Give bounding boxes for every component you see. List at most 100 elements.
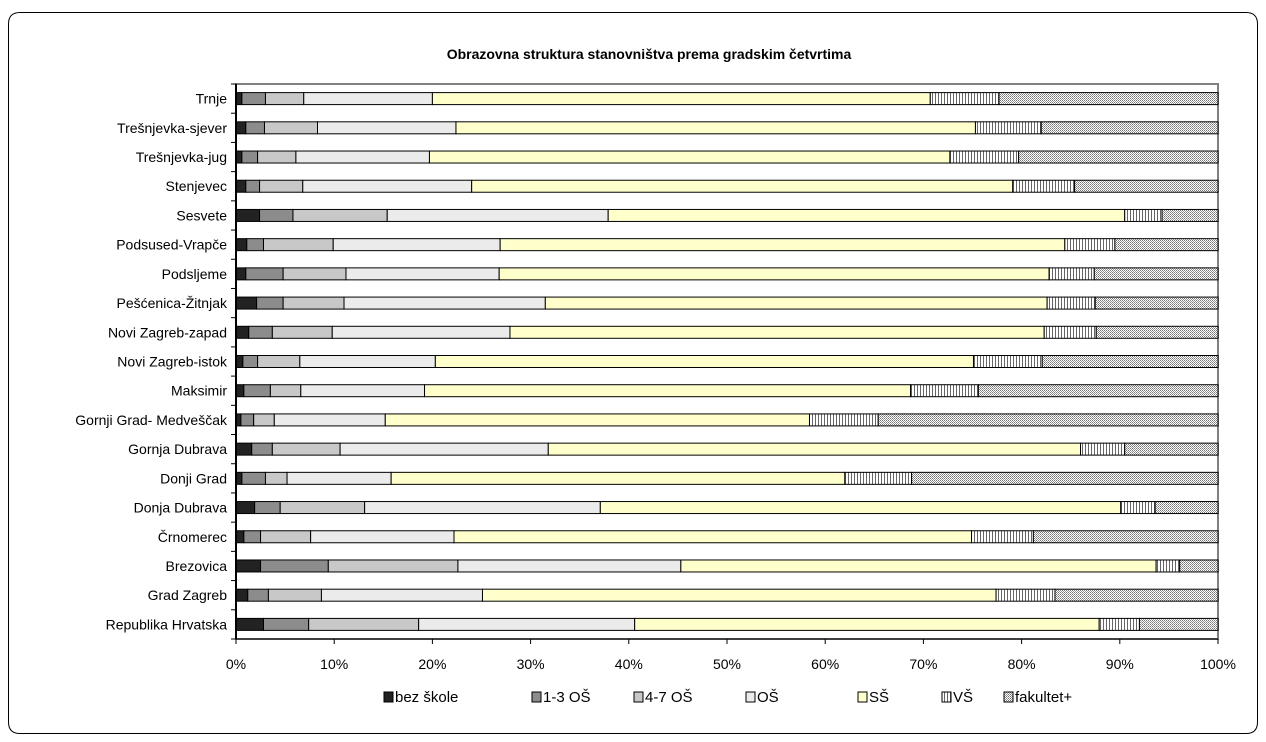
- bar-o: [317, 121, 457, 135]
- bar-fakultet: [977, 384, 1219, 398]
- bar-1-3-o: [246, 238, 264, 252]
- bar-v: [929, 92, 1000, 106]
- legend-label-fakultet: fakultet+: [1015, 689, 1072, 706]
- category-label: Brezovica: [166, 558, 228, 574]
- legend-swatch-o: [745, 691, 756, 703]
- bar-v: [1080, 442, 1126, 456]
- bar-4-7-o: [264, 471, 288, 485]
- legend-label-4-7-o: 4-7 OŠ: [645, 689, 693, 706]
- bar-1-3-o: [260, 559, 329, 573]
- bar-v: [1046, 296, 1096, 310]
- bar-o: [310, 530, 455, 544]
- bar-o: [300, 384, 426, 398]
- bar-v: [808, 413, 879, 427]
- x-tick-label: 90%: [1106, 656, 1134, 672]
- category-label: Črnomerec: [158, 529, 227, 545]
- category-label: Podsused-Vrapče: [116, 237, 227, 253]
- bar-4-7-o: [260, 530, 312, 544]
- bar-fakultet: [1095, 325, 1219, 339]
- bar-fakultet: [1161, 208, 1219, 222]
- bar-fakultet: [1032, 530, 1219, 544]
- bar-fakultet: [1040, 121, 1219, 135]
- bar-v: [1043, 325, 1097, 339]
- bar-o: [418, 617, 636, 631]
- bar-o: [286, 471, 392, 485]
- category-label: Maksimir: [171, 383, 227, 399]
- bar-1-3-o: [240, 413, 255, 427]
- x-tick-label: 60%: [811, 656, 839, 672]
- bar-4-7-o: [292, 208, 388, 222]
- bar-s: [634, 617, 1100, 631]
- category-label: Republika Hrvatska: [106, 616, 228, 632]
- category-label: Sesvete: [176, 207, 227, 223]
- bar-v: [972, 355, 1043, 368]
- bar-1-3-o: [241, 92, 266, 106]
- legend-swatch-s: [857, 691, 868, 703]
- bar-1-3-o: [259, 208, 294, 222]
- bar-4-7-o: [262, 238, 334, 252]
- legend-swatch-4-7-o: [633, 691, 644, 703]
- bar-o: [339, 442, 549, 456]
- legend-swatch-bez-kole: [383, 691, 394, 703]
- bar-bez-kole: [235, 325, 250, 339]
- bar-fakultet: [1041, 355, 1219, 368]
- bar-1-3-o: [256, 296, 284, 310]
- bar-1-3-o: [243, 530, 262, 544]
- legend-swatch-fakultet: [1003, 691, 1014, 703]
- bar-s: [599, 501, 1122, 515]
- bar-fakultet: [911, 471, 1219, 485]
- bar-fakultet: [1138, 617, 1219, 631]
- bar-fakultet: [1094, 296, 1219, 310]
- bar-bez-kole: [235, 442, 253, 456]
- bar-o: [386, 208, 609, 222]
- legend-label-1-3-o: 1-3 OŠ: [543, 689, 591, 706]
- legend-swatch-v: [941, 691, 952, 703]
- frame-border: [8, 12, 1258, 734]
- x-tick-label: 20%: [418, 656, 446, 672]
- bar-1-3-o: [241, 471, 266, 485]
- bar-s: [544, 296, 1048, 310]
- bar-4-7-o: [264, 92, 305, 106]
- bar-o: [345, 267, 500, 281]
- legend-label-s: SŠ: [869, 689, 889, 706]
- bar-o: [457, 559, 682, 573]
- bar-fakultet: [1054, 588, 1219, 602]
- bar-fakultet: [1093, 267, 1219, 281]
- bar-o: [273, 413, 386, 427]
- legend-label-bez-kole: bez škole: [395, 689, 458, 706]
- category-label: Donji Grad: [160, 470, 227, 486]
- x-tick-label: 100%: [1200, 656, 1236, 672]
- bar-1-3-o: [245, 179, 261, 193]
- bar-bez-kole: [235, 559, 262, 573]
- bar-v: [910, 384, 979, 398]
- bar-v: [1048, 267, 1095, 281]
- bar-bez-kole: [235, 530, 245, 544]
- bar-fakultet: [1124, 442, 1219, 456]
- bar-s: [453, 530, 973, 544]
- bar-s: [680, 559, 1157, 573]
- bar-s: [455, 121, 976, 135]
- bar-v: [1120, 501, 1156, 515]
- bar-o: [332, 238, 501, 252]
- bar-bez-kole: [235, 267, 247, 281]
- bar-v: [1098, 617, 1140, 631]
- bar-v: [949, 150, 1020, 164]
- bar-o: [295, 150, 430, 164]
- bar-fakultet: [998, 92, 1219, 106]
- bar-fakultet: [1179, 559, 1219, 573]
- x-tick-label: 80%: [1008, 656, 1036, 672]
- x-tick-label: 70%: [909, 656, 937, 672]
- category-label: Trnje: [196, 91, 228, 107]
- bar-4-7-o: [271, 442, 341, 456]
- bar-v: [1124, 208, 1163, 222]
- category-label: Novi Zagreb-zapad: [108, 324, 227, 340]
- bar-bez-kole: [235, 121, 247, 135]
- bar-1-3-o: [248, 325, 273, 339]
- bar-s: [509, 325, 1045, 339]
- legend-swatch-1-3-o: [531, 691, 542, 703]
- chart-title: Obrazovna struktura stanovništva prema g…: [447, 46, 852, 62]
- bar-o: [303, 92, 433, 106]
- bar-fakultet: [1074, 179, 1219, 193]
- category-label: Podsljeme: [162, 266, 228, 282]
- bar-bez-kole: [235, 179, 247, 193]
